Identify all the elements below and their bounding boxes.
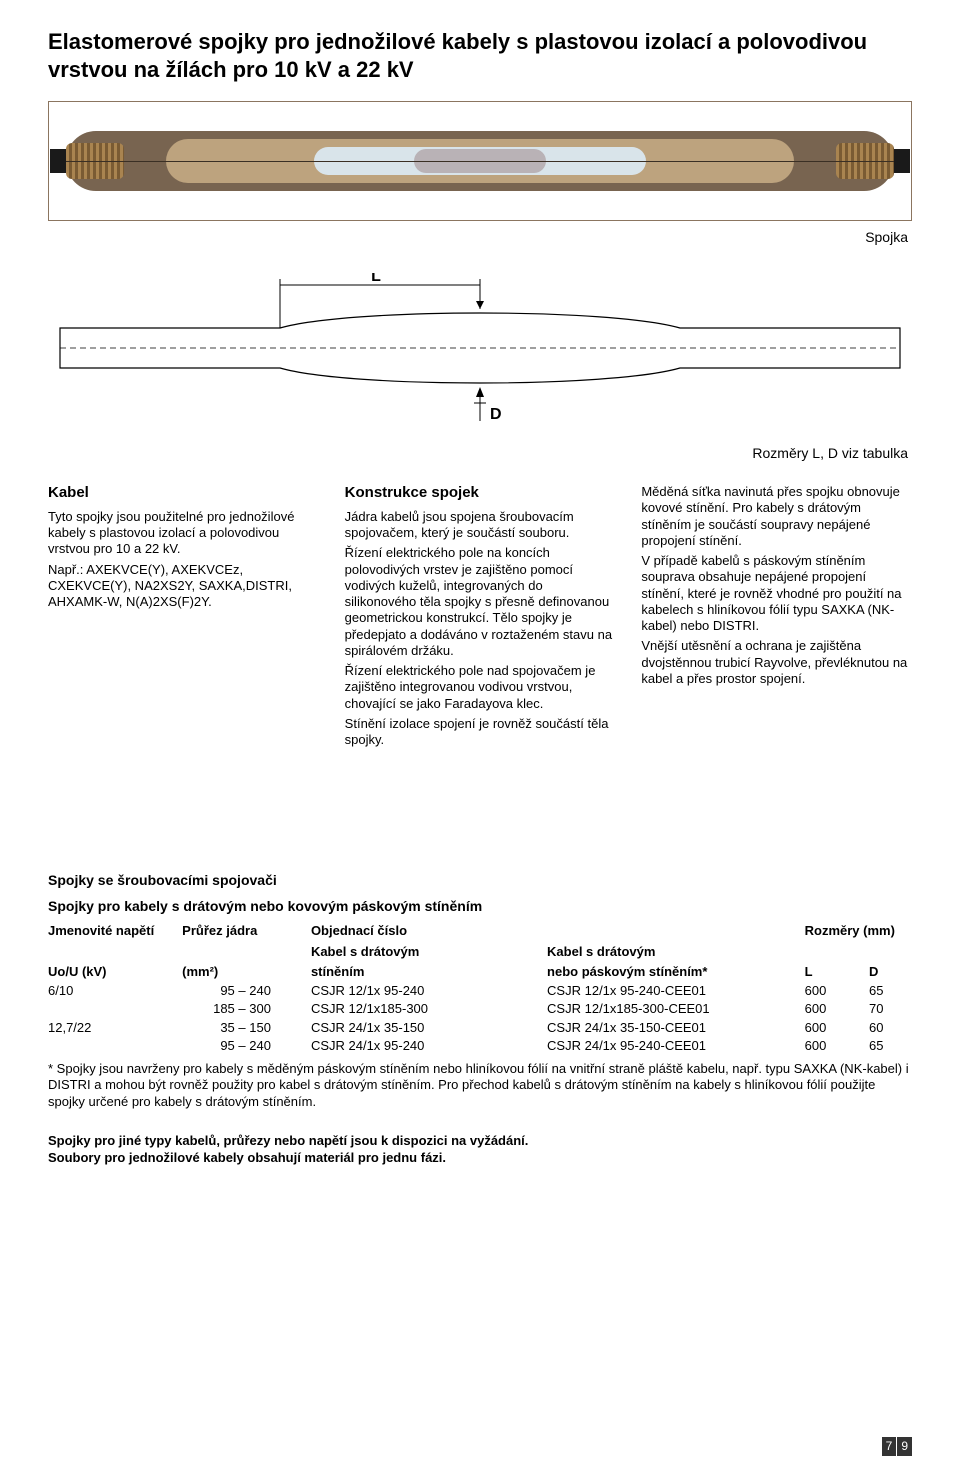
cell-voltage: 12,7/22 [48,1019,182,1037]
th-L: L [805,962,869,982]
product-table: Jmenovité napětí Průřez jádra Objednací … [48,921,912,1055]
paragraph: Např.: AXEKVCE(Y), AXEKVCEz, CXEKVCE(Y),… [48,562,319,611]
paragraph: Řízení elektrického pole na koncích polo… [345,545,616,659]
cell-D: 60 [869,1019,912,1037]
paragraph: Jádra kabelů jsou spojena šroubovacím sp… [345,509,616,542]
table-row: 185 – 300CSJR 12/1x185-300CSJR 12/1x185-… [48,1000,912,1018]
th-voltage-bottom: Uo/U (kV) [48,962,182,982]
cell-section: 185 – 300 [182,1000,311,1018]
page-title: Elastomerové spojky pro jednožilové kabe… [48,28,912,83]
cell-voltage [48,1037,182,1055]
paragraph: Tyto spojky jsou použitelné pro jednožil… [48,509,319,558]
th-section-top: Průřez jádra [182,921,311,941]
final-note-2: Soubory pro jednožilové kabely obsahují … [48,1149,912,1167]
th-order-mid: Kabel s drátovým [311,942,547,962]
paragraph: Stínění izolace spojení je rovněž součás… [345,716,616,749]
cell-L: 600 [805,982,869,1000]
cell-D: 65 [869,1037,912,1055]
th-section-bottom: (mm²) [182,962,311,982]
column-heading: Konstrukce spojek [345,484,616,503]
th-D: D [869,962,912,982]
th-order2-top [547,921,805,941]
cell-order: CSJR 24/1x 35-150 [311,1019,547,1037]
page-number-b: 9 [897,1437,912,1456]
cell-section: 35 – 150 [182,1019,311,1037]
paragraph: Měděná síťka navinutá přes spojku obnovu… [641,484,912,549]
table-row: 6/1095 – 240CSJR 12/1x 95-240CSJR 12/1x … [48,982,912,1000]
table-caption: Spojky pro kabely s drátovým nebo kovový… [48,898,912,916]
splice-figure [48,101,912,221]
dim-D-label: D [490,406,502,423]
page-number-badge: 7 9 [881,1437,912,1456]
th-voltage-top: Jmenovité napětí [48,921,182,941]
cell-order: CSJR 24/1x 95-240 [311,1037,547,1055]
cell-order: CSJR 12/1x 95-240 [311,982,547,1000]
column-heading: Kabel [48,484,319,503]
cell-voltage [48,1000,182,1018]
cell-L: 600 [805,1037,869,1055]
cell-section: 95 – 240 [182,1037,311,1055]
dimension-schematic: L D [48,273,912,423]
splice-label: Spojka [48,229,908,247]
dimension-caption: Rozměry L, D viz tabulka [48,445,908,463]
column-kabel: Kabel Tyto spojky jsou použitelné pro je… [48,484,319,752]
dim-L-label: L [371,273,381,285]
cell-section: 95 – 240 [182,982,311,1000]
cell-L: 600 [805,1000,869,1018]
cell-D: 70 [869,1000,912,1018]
description-columns: Kabel Tyto spojky jsou použitelné pro je… [48,484,912,752]
splice-illustration [66,131,894,191]
th-order2-mid: Kabel s drátovým [547,942,805,962]
cell-order: CSJR 12/1x185-300 [311,1000,547,1018]
th-dims-top: Rozměry (mm) [805,921,912,941]
th-order-top: Objednací číslo [311,921,547,941]
cell-order2: CSJR 12/1x 95-240-CEE01 [547,982,805,1000]
table-footnote: * Spojky jsou navrženy pro kabely s mědě… [48,1061,912,1110]
paragraph: Vnější utěsnění a ochrana je zajištěna d… [641,638,912,687]
column-stineni: Měděná síťka navinutá přes spojku obnovu… [641,484,912,752]
cell-order2: CSJR 24/1x 35-150-CEE01 [547,1019,805,1037]
table-section-title: Spojky se šroubovacími spojovači [48,872,912,890]
cell-D: 65 [869,982,912,1000]
final-note-1: Spojky pro jiné typy kabelů, průřezy neb… [48,1132,912,1150]
page-number-a: 7 [882,1437,897,1456]
th-order-bottom: stíněním [311,962,547,982]
cell-order2: CSJR 12/1x185-300-CEE01 [547,1000,805,1018]
paragraph: V případě kabelů s páskovým stíněním sou… [641,553,912,634]
table-row: 95 – 240CSJR 24/1x 95-240CSJR 24/1x 95-2… [48,1037,912,1055]
cell-order2: CSJR 24/1x 95-240-CEE01 [547,1037,805,1055]
cell-L: 600 [805,1019,869,1037]
table-row: 12,7/2235 – 150CSJR 24/1x 35-150CSJR 24/… [48,1019,912,1037]
paragraph: Řízení elektrického pole nad spojovačem … [345,663,616,712]
th-order2-bottom: nebo páskovým stíněním* [547,962,805,982]
cell-voltage: 6/10 [48,982,182,1000]
column-konstrukce: Konstrukce spojek Jádra kabelů jsou spoj… [345,484,616,752]
